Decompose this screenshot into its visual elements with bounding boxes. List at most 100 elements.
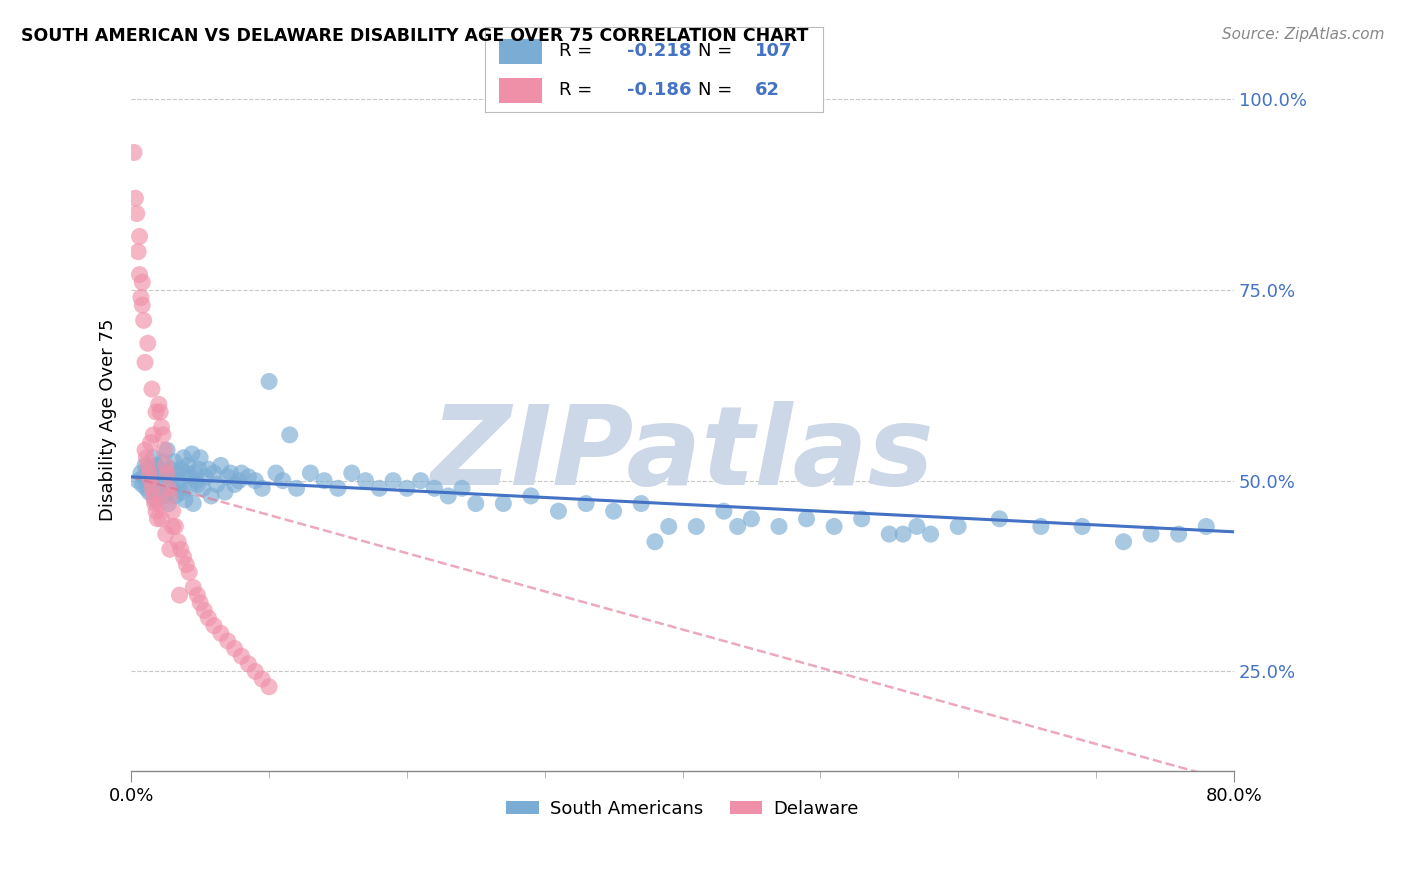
Point	[217, 634, 239, 648]
Point	[713, 504, 735, 518]
Point	[547, 504, 569, 518]
Point	[129, 466, 152, 480]
Point	[194, 470, 217, 484]
Point	[231, 466, 253, 480]
Point	[159, 489, 181, 503]
Point	[250, 672, 273, 686]
Point	[155, 458, 177, 473]
Point	[139, 474, 162, 488]
Point	[796, 512, 818, 526]
Point	[141, 481, 163, 495]
Text: R =: R =	[560, 81, 599, 99]
Text: N =: N =	[697, 81, 738, 99]
Point	[314, 474, 336, 488]
Point	[128, 268, 150, 282]
Point	[209, 458, 232, 473]
Point	[162, 504, 184, 518]
Point	[238, 470, 260, 484]
Point	[250, 481, 273, 495]
Point	[172, 485, 194, 500]
Legend: South Americans, Delaware: South Americans, Delaware	[499, 792, 866, 825]
Point	[768, 519, 790, 533]
Point	[138, 485, 160, 500]
Point	[877, 527, 900, 541]
Point	[155, 527, 177, 541]
Point	[169, 477, 191, 491]
Point	[197, 611, 219, 625]
Point	[183, 466, 205, 480]
Point	[191, 481, 214, 495]
Point	[127, 474, 149, 488]
Point	[157, 497, 180, 511]
Point	[658, 519, 681, 533]
Point	[520, 489, 543, 503]
Point	[200, 489, 222, 503]
Point	[134, 458, 156, 473]
Point	[124, 191, 146, 205]
Point	[905, 519, 928, 533]
Point	[148, 397, 170, 411]
Point	[217, 470, 239, 484]
Point	[214, 485, 236, 500]
Point	[146, 485, 169, 500]
Point	[492, 497, 515, 511]
Point	[278, 428, 301, 442]
Point	[727, 519, 749, 533]
Point	[946, 519, 969, 533]
Point	[176, 558, 198, 572]
Point	[155, 466, 177, 480]
FancyBboxPatch shape	[499, 38, 543, 64]
Point	[132, 313, 155, 327]
Point	[409, 474, 432, 488]
Point	[165, 489, 187, 503]
Point	[156, 466, 179, 480]
Point	[176, 466, 198, 480]
Point	[257, 375, 280, 389]
Point	[1112, 534, 1135, 549]
Point	[245, 665, 267, 679]
Point	[170, 542, 193, 557]
Text: 107: 107	[755, 42, 793, 61]
Point	[166, 466, 188, 480]
Point	[131, 477, 153, 491]
Text: -0.186: -0.186	[627, 81, 692, 99]
Point	[179, 566, 201, 580]
Point	[382, 474, 405, 488]
Point	[173, 549, 195, 564]
Point	[231, 649, 253, 664]
Text: SOUTH AMERICAN VS DELAWARE DISABILITY AGE OVER 75 CORRELATION CHART: SOUTH AMERICAN VS DELAWARE DISABILITY AG…	[21, 27, 808, 45]
Point	[150, 512, 173, 526]
Point	[131, 275, 153, 289]
Point	[285, 481, 308, 495]
Point	[299, 466, 322, 480]
Point	[145, 504, 167, 518]
Point	[134, 355, 156, 369]
Point	[179, 470, 201, 484]
Point	[146, 512, 169, 526]
Text: N =: N =	[697, 42, 738, 61]
Point	[193, 603, 215, 617]
Point	[162, 481, 184, 495]
Text: 62: 62	[755, 81, 780, 99]
Point	[150, 420, 173, 434]
Point	[125, 206, 148, 220]
Point	[224, 477, 246, 491]
Point	[1167, 527, 1189, 541]
Point	[920, 527, 942, 541]
Y-axis label: Disability Age Over 75: Disability Age Over 75	[100, 318, 117, 521]
Point	[131, 298, 153, 312]
Point	[340, 466, 363, 480]
Point	[165, 519, 187, 533]
Point	[159, 470, 181, 484]
Point	[437, 489, 460, 503]
Point	[186, 477, 208, 491]
Point	[134, 443, 156, 458]
Point	[644, 534, 666, 549]
Point	[167, 474, 190, 488]
Point	[152, 428, 174, 442]
Text: R =: R =	[560, 42, 599, 61]
Point	[685, 519, 707, 533]
Point	[1029, 519, 1052, 533]
Point	[851, 512, 873, 526]
Point	[602, 504, 624, 518]
